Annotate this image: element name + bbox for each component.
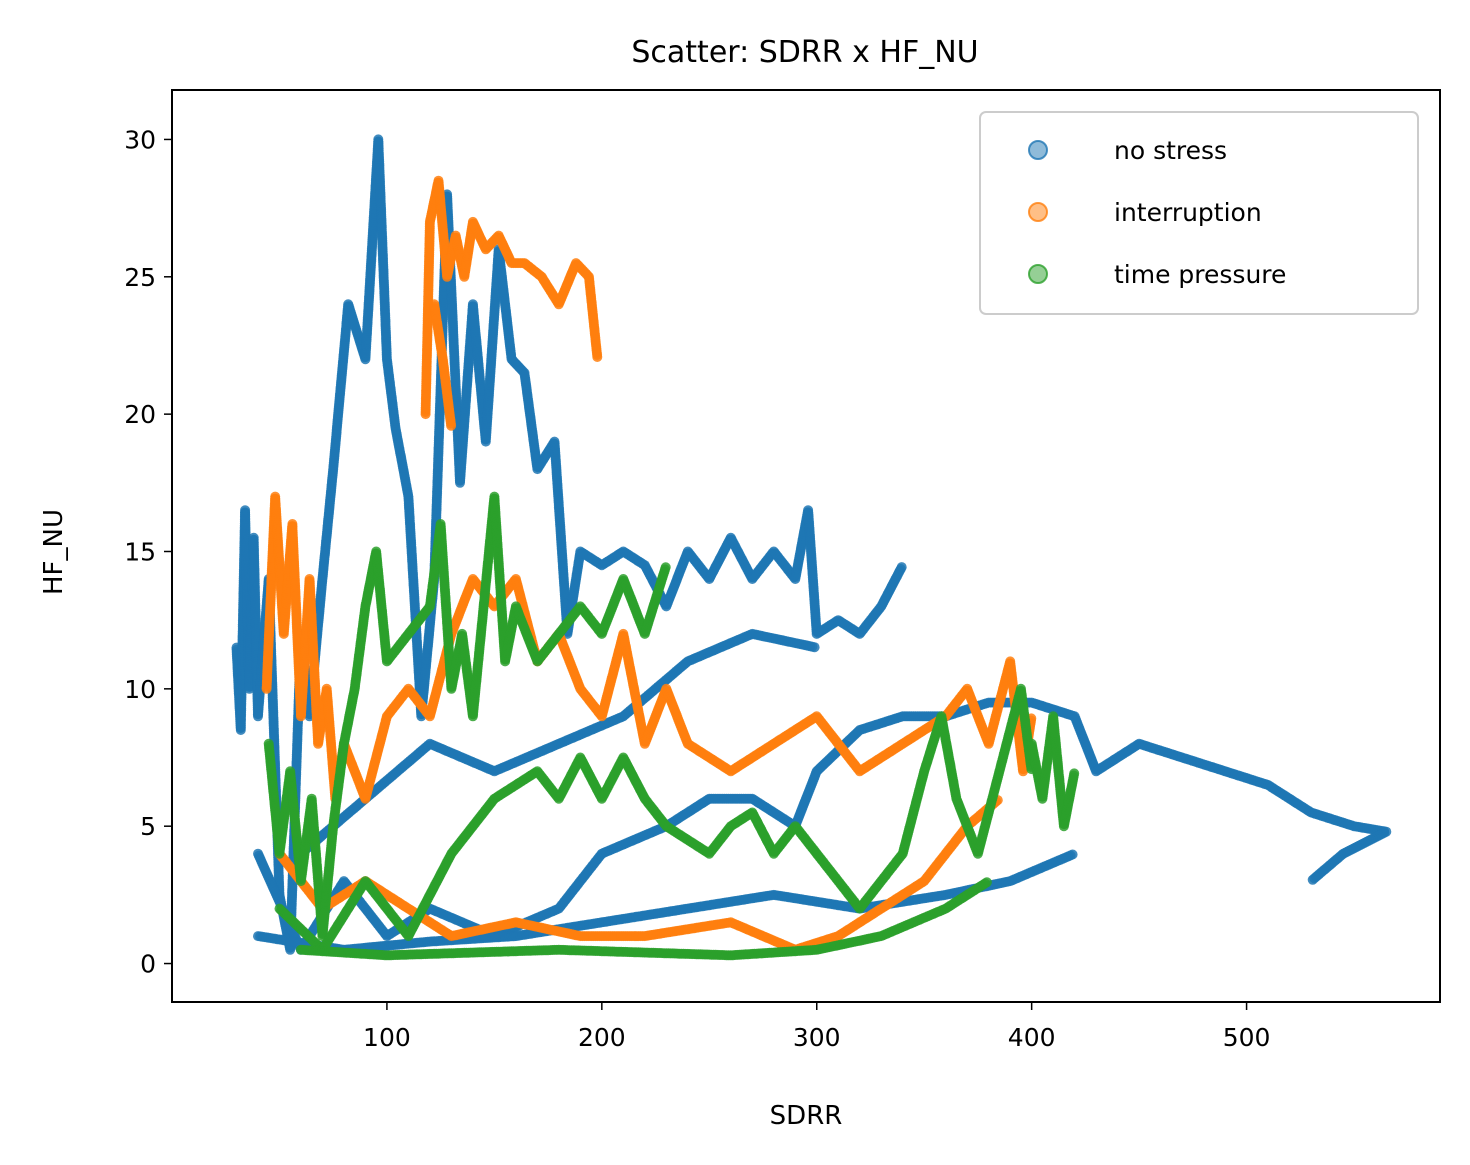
data-point xyxy=(592,352,603,362)
data-point xyxy=(896,562,907,573)
chart-title: Scatter: SDRR x HF_NU xyxy=(631,35,978,70)
data-point xyxy=(446,420,457,431)
data-point xyxy=(1067,849,1078,860)
data-point xyxy=(1307,874,1318,885)
plot-area-points xyxy=(231,134,1392,961)
data-point xyxy=(809,642,820,653)
